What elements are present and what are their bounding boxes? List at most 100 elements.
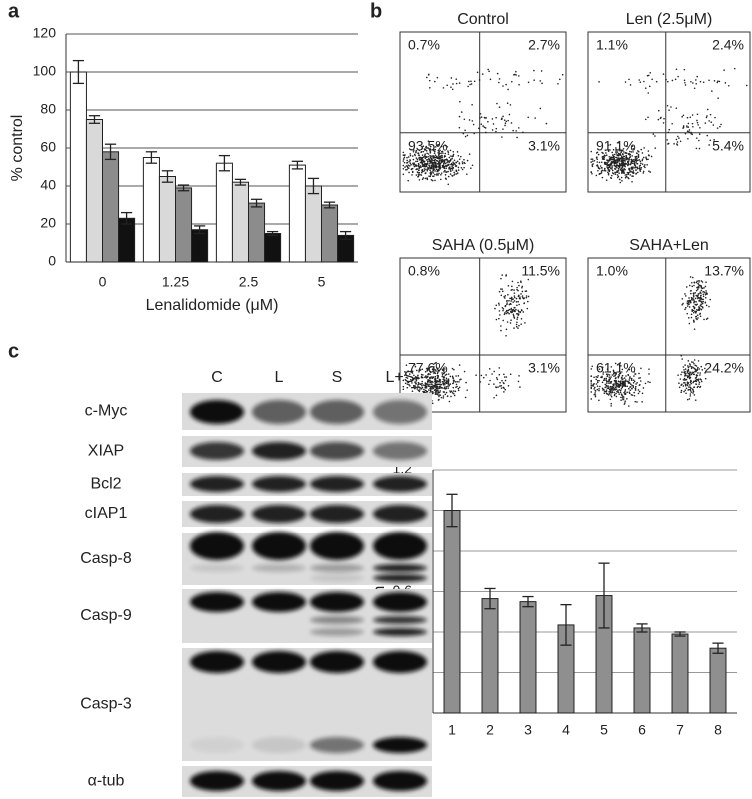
dot [496,378,499,381]
dot [608,159,611,162]
dot [692,389,694,391]
dot [540,70,543,72]
dot [480,116,483,118]
dot [444,144,447,147]
dot [605,390,608,393]
dot [424,389,427,392]
dot [694,316,697,318]
dot [433,150,436,153]
dot [602,371,605,373]
dot [616,154,619,156]
dot [533,79,535,81]
dot [637,150,639,152]
dot [629,174,632,176]
dot [421,154,424,156]
dot [649,72,652,74]
dot [512,314,515,317]
dot [690,289,692,292]
dot [436,385,439,388]
dot [634,166,637,168]
dot [610,366,613,368]
dot [605,389,608,391]
dot [439,379,442,381]
dot [498,367,501,369]
dot [698,300,701,302]
dot [432,376,435,379]
dot [421,368,424,371]
dot [475,374,477,376]
dot [720,123,722,126]
dot [403,161,406,164]
dot [681,371,683,374]
dot [606,374,609,377]
dot [496,72,499,75]
dot [696,288,699,291]
dot [513,289,515,291]
blot-band [190,651,244,673]
dot [439,394,442,396]
dot [696,113,699,116]
dot [688,129,691,131]
dot [504,122,507,125]
dot [705,281,707,283]
dot [402,385,405,388]
dot [434,393,437,396]
dot [639,376,641,379]
blot-band [310,476,364,492]
dot [430,159,433,161]
dot [635,385,637,388]
dot [613,375,615,377]
dot [604,149,607,151]
dot [624,174,627,176]
dot [690,132,692,135]
dot [434,375,437,378]
dot [699,315,702,318]
dot [415,157,418,159]
dot [619,362,622,364]
dot [510,319,512,321]
dot [695,380,698,383]
dot [620,164,622,167]
dot [705,318,708,320]
dot [698,383,700,385]
dot [624,379,627,381]
dot [626,161,629,164]
dot [409,159,411,161]
dot [614,362,617,365]
dot [442,376,445,379]
dot [434,154,437,156]
dot [639,160,642,163]
dot [402,167,405,170]
dot [414,385,416,387]
dot [621,180,623,182]
dot [630,151,633,153]
dot [592,383,595,386]
dot [621,383,624,386]
dot [513,316,515,318]
dot [611,166,613,169]
dot [706,115,708,117]
dot [438,172,440,175]
dot [612,154,614,157]
dot [512,129,514,132]
dot [429,381,432,384]
blot-band [373,400,427,424]
blot-background [182,473,432,496]
dot [601,381,604,384]
dot [699,127,701,129]
dot [515,308,517,311]
dot [424,177,427,180]
dot [687,317,690,319]
dot [433,152,436,155]
dot [425,76,428,79]
dot [418,390,421,393]
dot [709,298,711,301]
dot [455,161,457,164]
dot [689,386,692,388]
dot [686,125,688,127]
dot [507,384,510,387]
dot [438,380,440,383]
dot [527,81,530,84]
quadrant-label: 93.5% [408,138,448,154]
